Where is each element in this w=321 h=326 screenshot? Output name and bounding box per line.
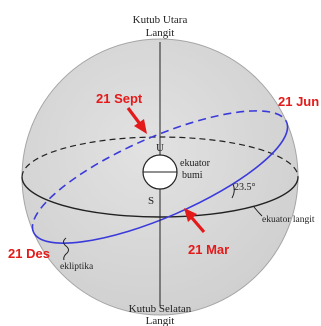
pole-label-s: S <box>148 195 154 207</box>
mar-arrow-head <box>184 208 197 222</box>
date-label-mar: 21 Mar <box>188 242 229 257</box>
date-label-des: 21 Des <box>8 246 50 261</box>
ecliptic-front <box>32 121 289 244</box>
south-pole-label-line1: Kutub Selatan <box>129 303 192 315</box>
tilt-angle-arc <box>231 183 235 199</box>
pole-label-u: U <box>156 142 164 154</box>
south-pole-label-line2: Langit <box>146 315 175 326</box>
north-pole-label-line1: Kutub Utara <box>133 14 188 26</box>
sept-arrow-head <box>134 119 147 134</box>
tilt-angle-label: 23.5° <box>234 182 256 193</box>
ecliptic-leader <box>63 237 69 261</box>
ecliptic-label: ekliptika <box>60 262 94 272</box>
date-label-jun: 21 Jun <box>278 94 319 109</box>
sept-arrow-shaft <box>126 107 142 125</box>
mar-arrow-shaft <box>190 216 206 234</box>
date-label-sept: 21 Sept <box>96 91 143 106</box>
north-pole-label-line2: Langit <box>146 27 175 39</box>
ecliptic-back <box>31 110 288 233</box>
earth-equator-label-line2: bumi <box>182 170 203 181</box>
celestial-equator-leader <box>253 206 263 217</box>
earth-equator-label-line1: ekuator <box>180 158 211 169</box>
celestial-equator-label: ekuator langit <box>262 215 315 225</box>
